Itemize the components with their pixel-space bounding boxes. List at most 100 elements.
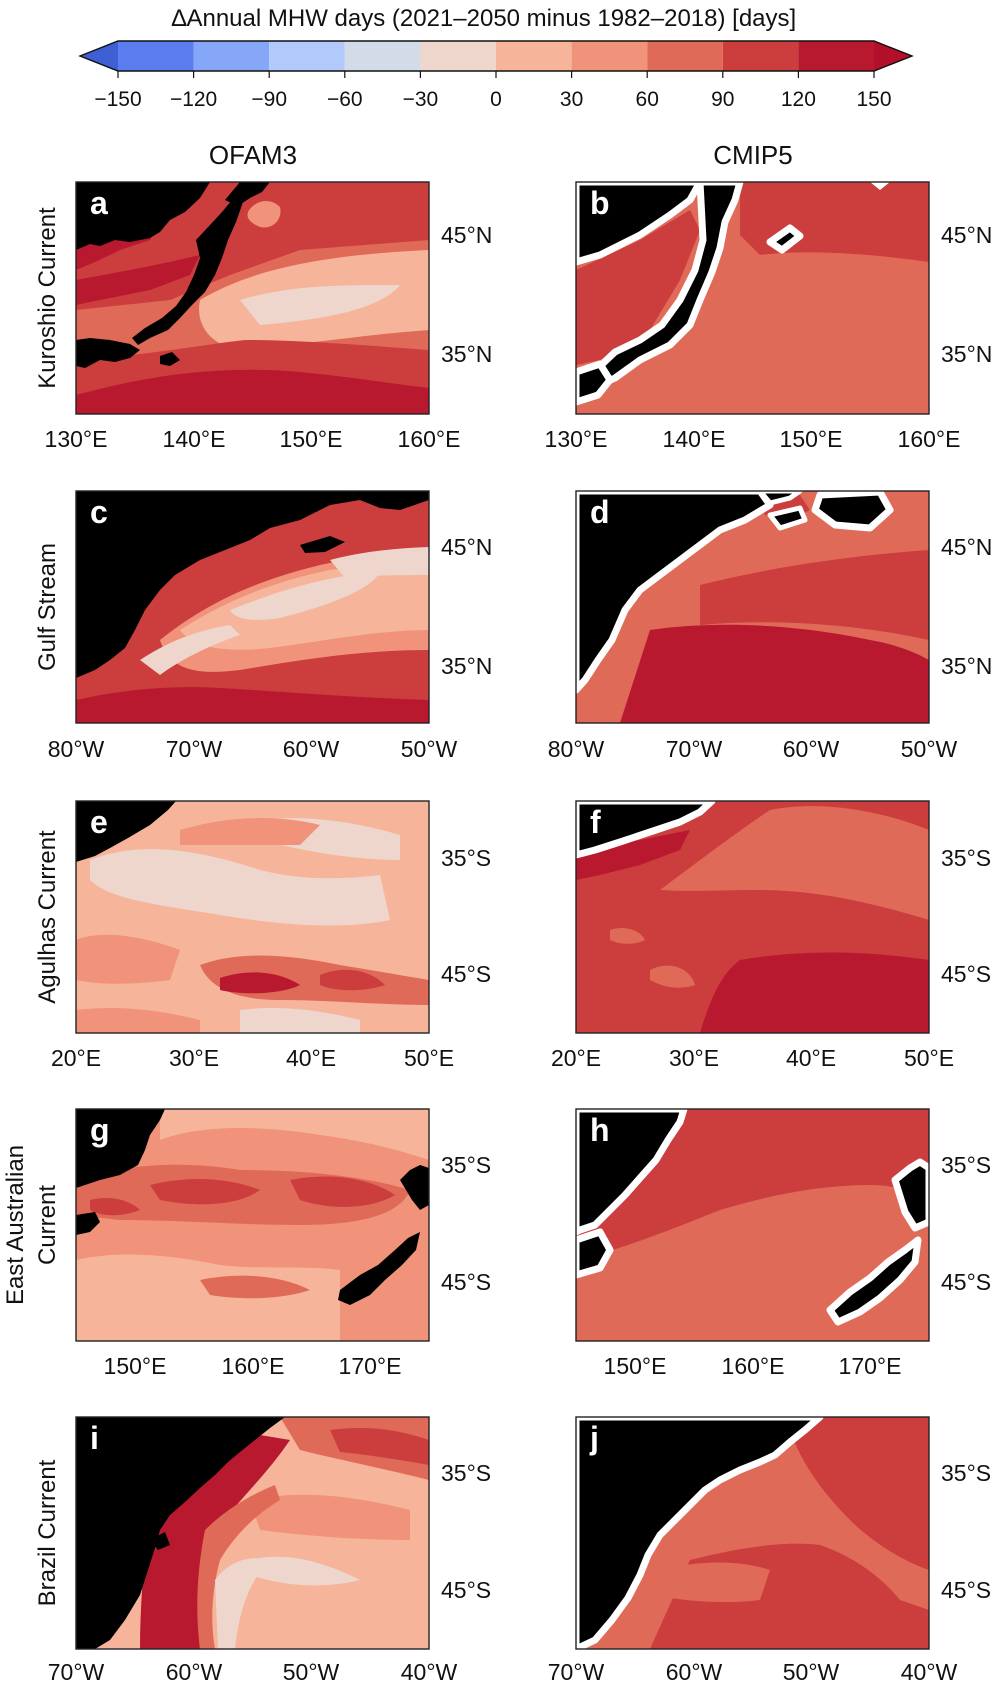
lon-label: 30°E [169, 1045, 219, 1071]
colorbar-bin-7 [571, 41, 648, 71]
lon-label: 20°E [551, 1045, 601, 1071]
map-panel-d: d [575, 490, 930, 724]
lon-label: 40°W [401, 1659, 458, 1685]
lat-label: 45°N [941, 534, 992, 560]
map-panel-g: g [75, 1108, 430, 1342]
panel-letter-i: i [90, 1420, 99, 1456]
lat-label: 35°S [441, 845, 491, 871]
lon-label: 80°W [48, 736, 105, 762]
lat-label: 35°N [941, 653, 992, 679]
lon-label: 150°E [280, 426, 343, 452]
colorbar-tick-label: −30 [403, 88, 439, 111]
map-frame [575, 490, 930, 724]
map-panel-a: a [75, 181, 430, 415]
lat-label: 45°S [941, 961, 991, 987]
panel-letter-h: h [590, 1112, 610, 1148]
lat-label: 35°S [441, 1152, 491, 1178]
map-panel-b: b [575, 181, 930, 415]
lon-label: 170°E [839, 1353, 902, 1379]
lon-label: 70°W [666, 736, 723, 762]
lat-label: 35°S [941, 845, 991, 871]
colorbar-bin-6 [496, 41, 572, 71]
lat-label: 45°N [441, 534, 492, 560]
lon-label: 40°E [286, 1045, 336, 1071]
map-frame [575, 1416, 930, 1650]
lon-label: 60°W [283, 736, 340, 762]
panel-letter-b: b [590, 185, 610, 221]
colorbar-tick-marks [117, 71, 875, 78]
lon-label: 60°W [783, 736, 840, 762]
panel-letter-a: a [90, 185, 108, 221]
lon-label: 70°W [166, 736, 223, 762]
map-frame [75, 490, 430, 724]
lon-label: 160°E [222, 1353, 285, 1379]
map-panel-e: e [75, 800, 430, 1034]
lon-label: 60°W [666, 1659, 723, 1685]
lon-label: 20°E [51, 1045, 101, 1071]
map-frame [575, 1108, 930, 1342]
colorbar-bin-4 [344, 41, 421, 71]
lat-label: 35°S [941, 1152, 991, 1178]
panel-letter-e: e [90, 804, 108, 840]
lon-label: 150°E [780, 426, 843, 452]
panel-letter-g: g [90, 1112, 110, 1148]
lon-label: 160°E [398, 426, 461, 452]
lon-label: 70°W [48, 1659, 105, 1685]
colorbar-arrow-high [874, 41, 912, 71]
map-panel-i: i [75, 1416, 430, 1650]
lat-label: 35°N [941, 341, 992, 367]
colorbar-tick-label: −150 [94, 88, 141, 111]
map-panel-f: f [575, 800, 930, 1034]
row-label-kuroshio: Kuroshio Current [34, 207, 61, 389]
lon-label: 160°E [898, 426, 961, 452]
lat-label: 35°S [441, 1460, 491, 1486]
lon-label: 130°E [45, 426, 108, 452]
lon-label: 150°E [604, 1353, 667, 1379]
lat-label: 45°S [941, 1577, 991, 1603]
row-label-brazil: Brazil Current [34, 1459, 61, 1606]
map-panel-h: h [575, 1108, 930, 1342]
lon-label: 30°E [669, 1045, 719, 1071]
colorbar-tick-label: 0 [490, 88, 502, 111]
colorbar-bin-9 [722, 41, 799, 71]
map-panel-j: j [575, 1416, 930, 1650]
row-label-agulhas: Agulhas Current [34, 830, 61, 1004]
map-frame [75, 181, 430, 415]
lat-label: 45°S [441, 1577, 491, 1603]
colorbar-bin-3 [269, 41, 345, 71]
map-frame [75, 800, 430, 1034]
lat-label: 35°N [441, 653, 492, 679]
lon-label: 160°E [722, 1353, 785, 1379]
lon-label: 140°E [163, 426, 226, 452]
colorbar-bin-10 [798, 41, 874, 71]
colorbar-tick-label: −120 [170, 88, 217, 111]
lon-label: 130°E [545, 426, 608, 452]
colorbar-bin-8 [647, 41, 723, 71]
lon-label: 50°W [783, 1659, 840, 1685]
colorbar-tick-label: −60 [327, 88, 363, 111]
lon-label: 140°E [663, 426, 726, 452]
colorbar-tick-label: 150 [856, 88, 891, 111]
lat-label: 45°S [941, 1269, 991, 1295]
lon-label: 40°W [901, 1659, 958, 1685]
map-frame [75, 1108, 430, 1342]
lon-label: 50°W [401, 736, 458, 762]
colorbar-bin-1 [118, 41, 194, 71]
colorbar-tick-label: 120 [781, 88, 816, 111]
row-label-east-australian-1: East Australian [2, 1145, 29, 1305]
lon-label: 50°E [904, 1045, 954, 1071]
map-frame [575, 181, 930, 415]
colorbar-tick-label: 60 [636, 88, 659, 111]
lat-label: 45°S [441, 1269, 491, 1295]
panel-letter-d: d [590, 494, 610, 530]
lon-label: 50°W [283, 1659, 340, 1685]
lon-label: 150°E [104, 1353, 167, 1379]
row-label-gulf-stream: Gulf Stream [34, 543, 61, 671]
colorbar-bin-5 [420, 41, 496, 71]
lat-label: 45°N [941, 222, 992, 248]
colorbar-tick-label: −90 [251, 88, 287, 111]
panel-letter-j: j [589, 1420, 599, 1456]
map-frame [75, 1416, 430, 1650]
lat-label: 45°N [441, 222, 492, 248]
